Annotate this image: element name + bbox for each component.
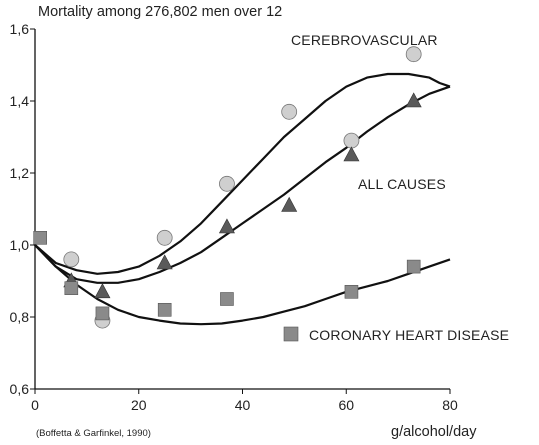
square-marker: [344, 284, 359, 299]
x-tick-label: 40: [235, 397, 251, 413]
x-tick-label: 80: [442, 397, 458, 413]
trend-line-all-causes: [34, 85, 451, 284]
triangle-marker: [343, 146, 360, 162]
x-tick-label: 20: [131, 397, 147, 413]
circle-marker: [156, 229, 173, 246]
square-marker: [406, 259, 421, 274]
data-markers: [33, 46, 422, 342]
circle-marker: [63, 251, 80, 268]
y-tick-label: 1,4: [10, 93, 30, 109]
trend-line-cerebrovascular: [34, 72, 451, 275]
circle-marker: [343, 132, 360, 149]
series-label-all-causes: ALL CAUSES: [358, 176, 446, 192]
trend-lines: [34, 72, 451, 326]
coronary-label-square-icon: [283, 326, 299, 342]
x-tick-label: 60: [338, 397, 354, 413]
square-marker: [157, 302, 172, 317]
circle-marker: [219, 175, 235, 192]
y-tick-label: 0,6: [10, 381, 30, 397]
chart-title: Mortality among 276,802 men over 12: [38, 4, 282, 20]
triangle-marker: [281, 196, 298, 212]
square-marker: [220, 292, 234, 306]
axes: 0,6 0,8 1,0 1,2 1,4 1,6 0 20 40 60 80: [10, 21, 458, 413]
y-tick-label: 1,2: [10, 165, 30, 181]
circle-marker: [281, 103, 298, 120]
source-note: (Boffetta & Garfinkel, 1990): [36, 428, 151, 439]
triangle-marker: [405, 92, 422, 108]
square-marker: [64, 281, 79, 296]
y-tick-label: 0,8: [10, 309, 30, 325]
triangle-marker: [156, 254, 173, 270]
x-tick-label: 0: [31, 397, 39, 413]
circle-marker: [405, 46, 422, 63]
square-marker: [95, 306, 110, 321]
triangle-marker: [94, 283, 111, 299]
series-label-coronary-heart-disease: CORONARY HEART DISEASE: [309, 327, 509, 343]
triangle-marker: [218, 218, 235, 234]
y-tick-label: 1,0: [10, 237, 30, 253]
square-marker: [33, 231, 47, 245]
trend-line-coronary-heart-disease: [34, 244, 451, 326]
series-label-cerebrovascular: CEREBROVASCULAR: [291, 32, 438, 48]
x-axis-label: g/alcohol/day: [391, 424, 477, 440]
y-tick-label: 1,6: [10, 21, 30, 37]
